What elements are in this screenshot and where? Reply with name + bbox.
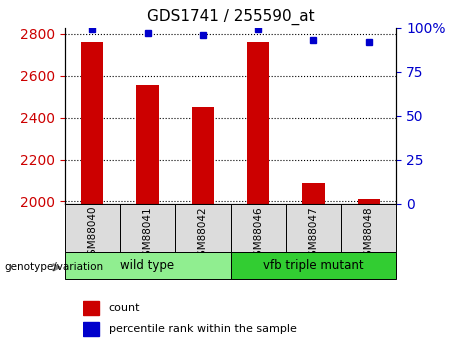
Bar (302, 183, 325, 204)
Bar (230, 204, 286, 252)
Bar (230, 252, 396, 279)
Bar (192, 107, 214, 204)
Text: GSM88042: GSM88042 (198, 206, 208, 263)
Text: genotype/variation: genotype/variation (5, 263, 104, 272)
Text: percentile rank within the sample: percentile rank within the sample (109, 324, 297, 334)
Text: GSM88047: GSM88047 (308, 206, 319, 263)
Text: GSM88041: GSM88041 (142, 206, 153, 263)
Bar (358, 199, 380, 204)
Bar (83, 301, 99, 315)
Bar (81, 42, 103, 204)
Text: count: count (109, 303, 140, 313)
Bar (247, 42, 269, 204)
Bar (286, 204, 341, 252)
Bar (175, 204, 230, 252)
Bar (120, 204, 175, 252)
Text: GSM88040: GSM88040 (87, 206, 97, 263)
Bar (341, 204, 396, 252)
Bar (83, 322, 99, 336)
Text: GSM88048: GSM88048 (364, 206, 374, 263)
Bar (136, 85, 159, 204)
Text: wild type: wild type (120, 259, 175, 272)
Text: GSM88046: GSM88046 (253, 206, 263, 263)
Bar (65, 252, 230, 279)
Text: vfb triple mutant: vfb triple mutant (263, 259, 364, 272)
Bar (65, 204, 120, 252)
Title: GDS1741 / 255590_at: GDS1741 / 255590_at (147, 9, 314, 25)
